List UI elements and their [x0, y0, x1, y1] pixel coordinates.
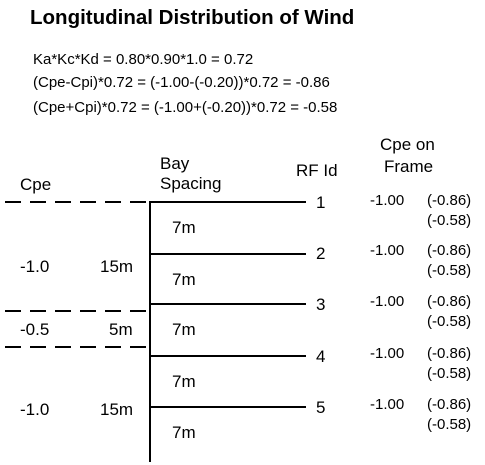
frame-3-id: 3 [316, 295, 326, 314]
zone-1-length: 15m [100, 257, 134, 276]
header-spacing: Spacing [160, 174, 222, 193]
bay-1-spacing: 7m [172, 218, 196, 237]
frame-1-cpe: -1.00 [370, 192, 405, 209]
zone-3-length: 15m [100, 400, 134, 419]
frame-2-minus-cpi: (-0.86) [427, 242, 472, 259]
zone-2-length: 5m [109, 320, 133, 339]
frame-5-id: 5 [316, 398, 326, 417]
frame-2-plus-cpi: (-0.58) [427, 262, 472, 279]
diagram-title: Longitudinal Distribution of Wind [30, 6, 355, 29]
bay-2-spacing: 7m [172, 270, 196, 289]
frame-1-id: 1 [316, 193, 326, 212]
bay-3-spacing: 7m [172, 320, 196, 339]
zone-2-cpe: -0.5 [20, 320, 50, 339]
frame-5-minus-cpi: (-0.86) [427, 396, 472, 413]
header-cpe: Cpe [20, 175, 52, 194]
formula-factor-product: Ka*Kc*Kd = 0.80*0.90*1.0 = 0.72 [33, 51, 254, 68]
frame-5-cpe: -1.00 [370, 396, 405, 413]
frame-4-cpe: -1.00 [370, 345, 405, 362]
bay-4-spacing: 7m [172, 372, 196, 391]
frame-2-cpe: -1.00 [370, 242, 405, 259]
frame-3-cpe: -1.00 [370, 293, 405, 310]
header-rf-id: RF Id [296, 161, 338, 180]
frame-3-plus-cpi: (-0.58) [427, 313, 472, 330]
frame-2-id: 2 [316, 244, 326, 263]
zone-3-cpe: -1.0 [20, 400, 50, 419]
frame-4-plus-cpi: (-0.58) [427, 365, 472, 382]
header-frame: Frame [384, 157, 434, 176]
frame-3-minus-cpi: (-0.86) [427, 293, 472, 310]
formula-cpe-minus-cpi: (Cpe-Cpi)*0.72 = (-1.00-(-0.20))*0.72 = … [33, 74, 330, 91]
frame-5-plus-cpi: (-0.58) [427, 416, 472, 433]
bay-5-spacing: 7m [172, 423, 196, 442]
formula-cpe-plus-cpi: (Cpe+Cpi)*0.72 = (-1.00+(-0.20))*0.72 = … [33, 99, 338, 116]
header-cpe-on: Cpe on [380, 135, 435, 154]
header-bay: Bay [160, 154, 190, 173]
frame-1-minus-cpi: (-0.86) [427, 192, 472, 209]
zone-1-cpe: -1.0 [20, 257, 50, 276]
frame-4-id: 4 [316, 347, 326, 366]
frame-1-plus-cpi: (-0.58) [427, 212, 472, 229]
frame-4-minus-cpi: (-0.86) [427, 345, 472, 362]
